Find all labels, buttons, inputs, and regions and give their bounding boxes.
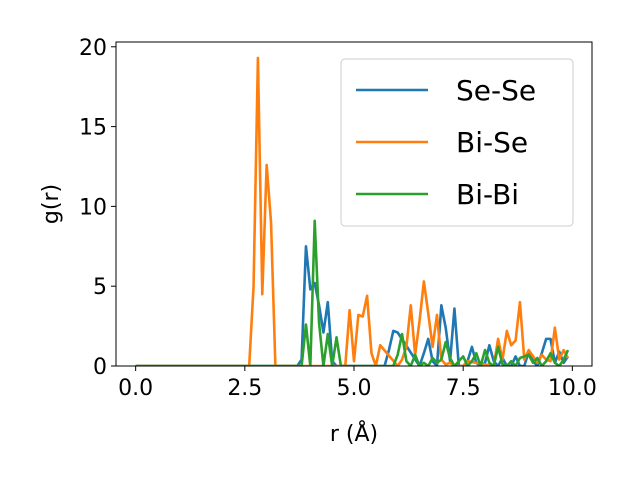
x-tick-label: 7.5 [446, 376, 481, 401]
x-tick-label: 2.5 [227, 376, 262, 401]
legend: Se-Se Bi-Se Bi-Bi [340, 58, 574, 227]
x-axis: 0.0 2.5 5.0 7.5 10.0 [118, 366, 597, 401]
series-line-bi-bi [135, 219, 570, 366]
legend-label-bi-bi: Bi-Bi [456, 178, 519, 211]
y-axis-label: g(r) [39, 184, 64, 224]
legend-label-bi-se: Bi-Se [456, 126, 528, 159]
y-tick-label: 10 [79, 195, 107, 220]
x-tick-label: 10.0 [548, 376, 597, 401]
plot-area [115, 41, 593, 367]
y-tick-label: 20 [79, 36, 107, 61]
y-axis: 0 5 10 15 20 [79, 36, 116, 380]
y-tick-label: 0 [93, 355, 107, 380]
legend-box [340, 58, 574, 227]
legend-label-se-se: Se-Se [456, 74, 536, 107]
series-line-bi-se [135, 56, 570, 366]
x-tick-label: 5.0 [337, 376, 372, 401]
x-tick-label: 0.0 [118, 376, 153, 401]
y-tick-label: 5 [93, 275, 107, 300]
y-tick-label: 15 [79, 116, 107, 141]
x-axis-label: r (Å) [330, 420, 378, 447]
series-lines [135, 56, 570, 366]
